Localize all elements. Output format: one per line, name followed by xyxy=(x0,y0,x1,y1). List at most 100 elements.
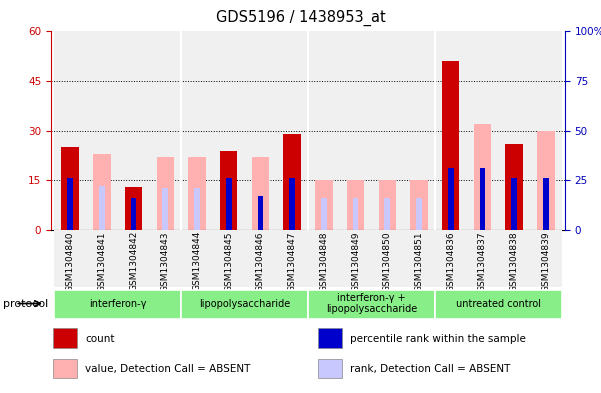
Bar xyxy=(289,178,295,230)
Bar xyxy=(416,198,422,230)
Bar xyxy=(340,31,371,230)
Bar xyxy=(188,157,206,230)
Bar xyxy=(435,290,562,319)
Bar xyxy=(194,188,200,230)
Text: GSM1304840: GSM1304840 xyxy=(66,231,75,292)
Text: interferon-γ: interferon-γ xyxy=(89,299,147,309)
Bar xyxy=(505,144,523,230)
Bar xyxy=(480,168,486,230)
Text: GSM1304838: GSM1304838 xyxy=(510,231,519,292)
Bar xyxy=(480,186,486,230)
Text: untreated control: untreated control xyxy=(456,299,541,309)
Text: GSM1304845: GSM1304845 xyxy=(224,231,233,292)
Bar xyxy=(321,198,327,230)
Bar xyxy=(474,124,491,230)
Text: GSM1304842: GSM1304842 xyxy=(129,231,138,292)
Bar xyxy=(258,198,263,230)
Bar xyxy=(245,230,276,287)
Text: GSM1304851: GSM1304851 xyxy=(415,231,424,292)
Text: GSM1304847: GSM1304847 xyxy=(288,231,297,292)
Bar xyxy=(308,230,340,287)
Bar xyxy=(53,329,77,348)
Bar xyxy=(318,358,341,378)
Bar xyxy=(347,180,364,230)
Bar xyxy=(226,178,231,230)
Bar xyxy=(150,31,181,230)
Bar xyxy=(435,230,466,287)
Bar xyxy=(403,230,435,287)
Text: GSM1304836: GSM1304836 xyxy=(447,231,455,292)
Bar xyxy=(543,178,549,230)
Bar xyxy=(315,180,332,230)
Bar xyxy=(220,151,237,230)
Bar xyxy=(252,157,269,230)
Text: value, Detection Call = ABSENT: value, Detection Call = ABSENT xyxy=(85,364,251,374)
Bar xyxy=(308,31,340,230)
Bar xyxy=(543,186,549,230)
Bar xyxy=(448,168,454,230)
Bar xyxy=(67,178,73,230)
Bar xyxy=(276,31,308,230)
Bar xyxy=(379,180,396,230)
Bar xyxy=(530,230,562,287)
Bar xyxy=(181,31,213,230)
Bar xyxy=(54,230,86,287)
Text: rank, Detection Call = ABSENT: rank, Detection Call = ABSENT xyxy=(350,364,510,374)
Bar xyxy=(442,61,460,230)
Bar xyxy=(93,154,111,230)
Text: percentile rank within the sample: percentile rank within the sample xyxy=(350,334,525,343)
Bar xyxy=(213,31,245,230)
Bar xyxy=(162,188,168,230)
Bar xyxy=(308,290,435,319)
Bar xyxy=(385,198,390,230)
Bar xyxy=(61,147,79,230)
Bar xyxy=(318,329,341,348)
Bar xyxy=(371,230,403,287)
Text: count: count xyxy=(85,334,115,343)
Bar xyxy=(86,31,118,230)
Bar xyxy=(530,31,562,230)
Bar xyxy=(54,31,86,230)
Text: GSM1304837: GSM1304837 xyxy=(478,231,487,292)
Bar xyxy=(537,130,555,230)
Text: GSM1304850: GSM1304850 xyxy=(383,231,392,292)
Text: GSM1304848: GSM1304848 xyxy=(319,231,328,292)
Bar xyxy=(466,31,498,230)
Bar xyxy=(340,230,371,287)
Text: GSM1304843: GSM1304843 xyxy=(161,231,169,292)
Bar xyxy=(130,198,136,230)
Text: GDS5196 / 1438953_at: GDS5196 / 1438953_at xyxy=(216,10,385,26)
Bar xyxy=(181,290,308,319)
Bar xyxy=(181,230,213,287)
Bar xyxy=(466,230,498,287)
Text: GSM1304841: GSM1304841 xyxy=(97,231,106,292)
Text: GSM1304844: GSM1304844 xyxy=(192,231,201,292)
Bar xyxy=(498,230,530,287)
Bar xyxy=(371,31,403,230)
Bar xyxy=(284,134,301,230)
Bar xyxy=(213,230,245,287)
Bar xyxy=(118,230,150,287)
Bar xyxy=(53,358,77,378)
Text: lipopolysaccharide: lipopolysaccharide xyxy=(199,299,290,309)
Bar xyxy=(99,186,105,230)
Bar xyxy=(125,187,142,230)
Bar xyxy=(118,31,150,230)
Text: interferon-γ +
lipopolysaccharide: interferon-γ + lipopolysaccharide xyxy=(326,293,417,314)
Bar xyxy=(86,230,118,287)
Text: GSM1304839: GSM1304839 xyxy=(542,231,551,292)
Bar xyxy=(403,31,435,230)
Bar xyxy=(245,31,276,230)
Bar xyxy=(511,178,517,230)
Bar xyxy=(258,196,263,230)
Text: protocol: protocol xyxy=(3,299,48,309)
Bar xyxy=(410,180,428,230)
Bar xyxy=(498,31,530,230)
Bar xyxy=(54,290,181,319)
Bar xyxy=(150,230,181,287)
Bar xyxy=(276,230,308,287)
Bar xyxy=(156,157,174,230)
Text: GSM1304849: GSM1304849 xyxy=(351,231,360,292)
Bar xyxy=(435,31,466,230)
Text: GSM1304846: GSM1304846 xyxy=(256,231,265,292)
